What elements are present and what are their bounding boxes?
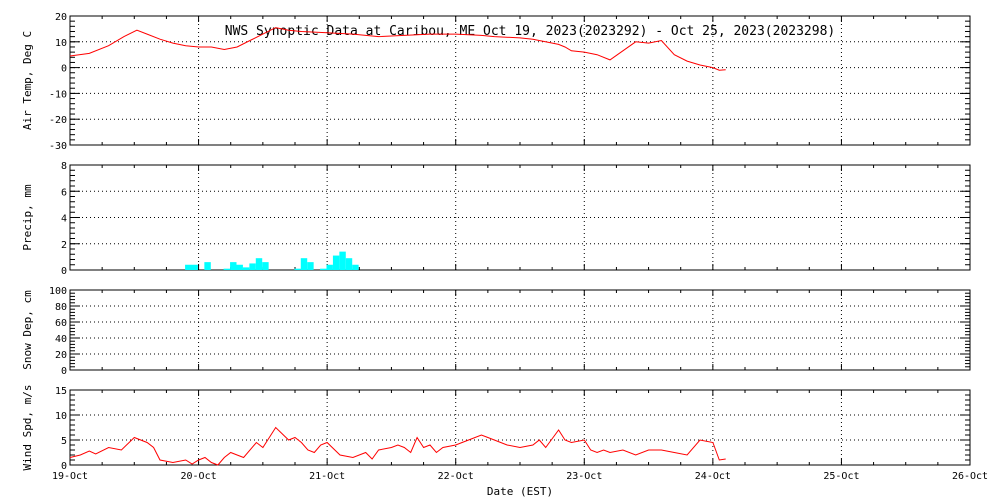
precip-panel: 8 6 4 2 0 Precip, mm: [21, 161, 971, 277]
precip-bar: [320, 268, 327, 270]
x-tick-label: 25-Oct: [823, 471, 859, 482]
wind-speed-ytick-label: 5: [61, 436, 67, 447]
wind-speed-panel: 15 10 5 0 Wind Spd, m/s: [21, 384, 971, 472]
precip-bar: [345, 258, 353, 270]
snow-depth-frame: [69, 289, 971, 371]
precip-bar: [191, 264, 198, 270]
precip-bar: [242, 267, 250, 270]
x-tick-label: 20-Oct: [181, 471, 217, 482]
x-tick-label: 26-Oct: [952, 471, 988, 482]
precip-bar: [185, 264, 192, 270]
precip-bar: [255, 258, 263, 270]
precip-ytick-label: 2: [61, 240, 67, 251]
snow-depth-panel: 100 80 60 40 20 0 Snow Dep, cm: [21, 286, 971, 377]
wind-speed-ytick-label: 10: [55, 411, 67, 422]
air-temp-ytick-label: 10: [55, 38, 67, 49]
precip-frame: [69, 164, 971, 271]
air-temp-panel: 20 10 0 -10 -20 -30 Air Temp, Deg C: [21, 12, 971, 152]
air-temp-ytick-label: -20: [49, 115, 67, 126]
precip-bar: [300, 258, 308, 270]
snow-depth-ytick-label: 0: [61, 366, 67, 377]
wind-speed-ylabel: Wind Spd, m/s: [21, 384, 34, 470]
wind-speed-ytick-label: 0: [61, 461, 67, 472]
precip-bar: [204, 262, 211, 270]
chart-title: NWS Synoptic Data at Caribou, ME Oct 19,…: [225, 24, 835, 39]
precip-ytick-label: 4: [61, 214, 67, 225]
x-tick-label: 23-Oct: [566, 471, 602, 482]
air-temp-ylabel: Air Temp, Deg C: [21, 31, 34, 130]
wind-speed-series-line: [69, 426, 726, 466]
wind-speed-ytick-label: 15: [55, 386, 67, 397]
precip-bar: [294, 268, 301, 270]
precip-bar: [339, 251, 346, 270]
air-temp-ytick-label: 0: [61, 64, 67, 75]
air-temp-ytick-label: 20: [55, 12, 67, 23]
snow-depth-ylabel: Snow Dep, cm: [21, 290, 34, 370]
precip-ylabel: Precip, mm: [21, 184, 34, 251]
snow-depth-ytick-label: 40: [55, 334, 67, 345]
snow-depth-ytick-label: 60: [55, 318, 67, 329]
air-temp-frame: [69, 15, 971, 146]
precip-bar: [230, 262, 237, 270]
x-tick-label: 24-Oct: [695, 471, 731, 482]
precip-bar: [236, 264, 243, 270]
x-axis-label: Date (EST): [487, 485, 553, 498]
snow-depth-ytick-label: 80: [55, 302, 67, 313]
precip-ytick-label: 6: [61, 187, 67, 198]
x-tick-label: 19-Oct: [52, 471, 88, 482]
x-tick-labels: 19-Oct 20-Oct 21-Oct 22-Oct 23-Oct 24-Oct 25-O…: [52, 471, 988, 482]
precip-ytick-label: 0: [61, 266, 67, 277]
precip-bar: [262, 262, 269, 270]
precip-bar: [326, 264, 333, 270]
precip-bar: [332, 255, 340, 270]
precip-bar: [249, 263, 256, 270]
precip-bar: [352, 264, 359, 270]
precip-bar: [307, 262, 314, 270]
air-temp-ytick-label: -30: [49, 141, 67, 152]
wind-speed-frame: [69, 389, 971, 466]
precip-ytick-label: 8: [61, 161, 67, 172]
snow-depth-ytick-label: 100: [49, 286, 67, 297]
precip-bar: [223, 268, 231, 270]
air-temp-series-line: [69, 27, 726, 71]
snow-depth-ytick-label: 20: [55, 350, 67, 361]
air-temp-ytick-label: -10: [49, 89, 67, 100]
x-tick-label: 22-Oct: [438, 471, 474, 482]
x-tick-label: 21-Oct: [309, 471, 345, 482]
